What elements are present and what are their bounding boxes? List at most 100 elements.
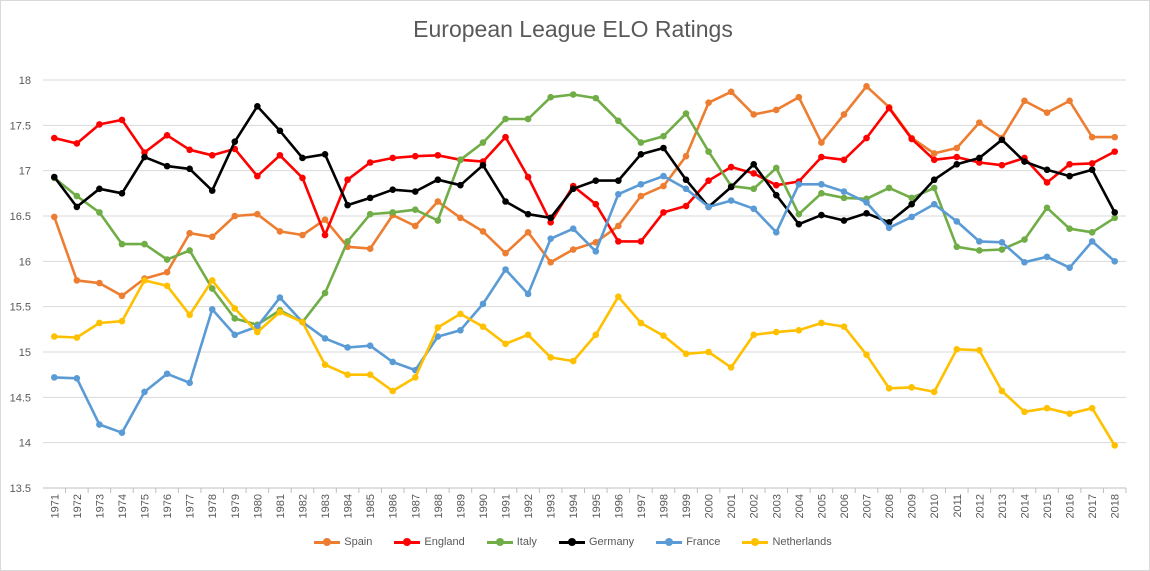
data-point [141, 388, 148, 396]
data-point [1111, 209, 1119, 216]
x-tick-label: 1988 [433, 494, 445, 518]
data-point [96, 121, 103, 128]
data-point [457, 326, 464, 334]
data-point [366, 342, 374, 349]
series-spain [50, 83, 1119, 300]
data-point [795, 93, 803, 101]
data-point [524, 290, 532, 298]
data-point [1043, 253, 1051, 261]
x-tick-label: 2018 [1110, 494, 1122, 518]
legend-label: Italy [516, 536, 537, 548]
x-tick-label: 1973 [94, 494, 106, 518]
data-point [163, 132, 171, 139]
data-point [750, 331, 758, 339]
x-tick-label: 1977 [185, 494, 197, 518]
data-point [366, 159, 374, 166]
x-tick-label: 2013 [997, 494, 1009, 518]
data-point [818, 190, 825, 197]
x-tick-label: 1987 [410, 494, 422, 518]
data-point [750, 205, 758, 213]
data-point [705, 99, 712, 106]
data-point [411, 374, 419, 381]
data-point [863, 209, 870, 217]
data-point [524, 173, 532, 181]
data-point [299, 231, 306, 239]
data-point [547, 258, 554, 266]
data-point [96, 421, 103, 428]
y-tick-label: 17 [19, 166, 31, 178]
data-point [96, 185, 103, 193]
x-tick-label: 2011 [952, 494, 964, 518]
data-point [705, 148, 712, 155]
legend-label: Germany [588, 536, 635, 548]
data-point [344, 201, 351, 209]
data-point [592, 94, 600, 102]
data-point [1043, 179, 1051, 186]
data-point [231, 331, 239, 339]
data-point [524, 210, 532, 218]
data-point [186, 229, 193, 237]
data-point [479, 228, 487, 235]
data-point [1088, 238, 1096, 245]
data-point [840, 111, 848, 118]
data-point [840, 323, 848, 330]
data-point [930, 388, 938, 396]
y-axis: 13.5 14 14.5 15 15.5 16 16.5 17 17.5 18 [10, 75, 31, 495]
data-point [1043, 109, 1051, 116]
data-point [908, 135, 915, 143]
data-point [660, 144, 667, 152]
data-point [953, 345, 961, 353]
data-point [727, 364, 735, 371]
x-tick-label: 1997 [636, 494, 648, 518]
data-point [50, 173, 58, 181]
data-point [1043, 204, 1051, 212]
x-tick-label: 2001 [726, 494, 738, 518]
data-point [299, 174, 306, 182]
data-point [118, 292, 126, 300]
data-point [615, 117, 622, 125]
x-tick-label: 2016 [1065, 494, 1077, 518]
data-point [50, 374, 58, 381]
data-point [524, 115, 532, 123]
x-tick-label: 1983 [320, 494, 332, 518]
data-point [750, 185, 758, 193]
data-point [73, 374, 81, 382]
x-tick-label: 1978 [207, 494, 219, 518]
legend-swatch [742, 536, 769, 548]
data-point [457, 214, 464, 222]
legend-label: France [686, 536, 721, 548]
data-point [750, 170, 758, 177]
x-tick-label: 2010 [929, 494, 941, 518]
data-point [163, 282, 171, 290]
data-point [96, 319, 103, 327]
data-point [705, 177, 712, 184]
data-point [1021, 158, 1028, 165]
data-point [750, 161, 758, 168]
data-point [524, 229, 532, 236]
data-point [1066, 225, 1073, 232]
data-point [479, 300, 487, 308]
data-point [186, 379, 193, 387]
x-tick-label: 2003 [771, 494, 783, 518]
data-point [299, 154, 306, 162]
data-point [818, 180, 825, 188]
data-point [976, 346, 983, 354]
x-tick-label: 1979 [230, 494, 242, 518]
data-point [299, 318, 306, 326]
data-point [524, 331, 532, 339]
legend-item: England [394, 536, 465, 548]
series-england [50, 104, 1119, 245]
data-point [208, 285, 216, 292]
data-point [885, 384, 893, 392]
data-point [96, 279, 103, 287]
data-point [73, 277, 81, 284]
x-tick-label: 1984 [343, 494, 355, 518]
x-tick-label: 2012 [974, 494, 986, 518]
data-point [547, 214, 554, 222]
x-tick-label: 1992 [523, 494, 535, 518]
data-point [885, 184, 893, 192]
x-tick-label: 2017 [1087, 494, 1099, 518]
data-point [118, 190, 126, 197]
data-point [141, 149, 148, 156]
data-point [1088, 404, 1096, 412]
